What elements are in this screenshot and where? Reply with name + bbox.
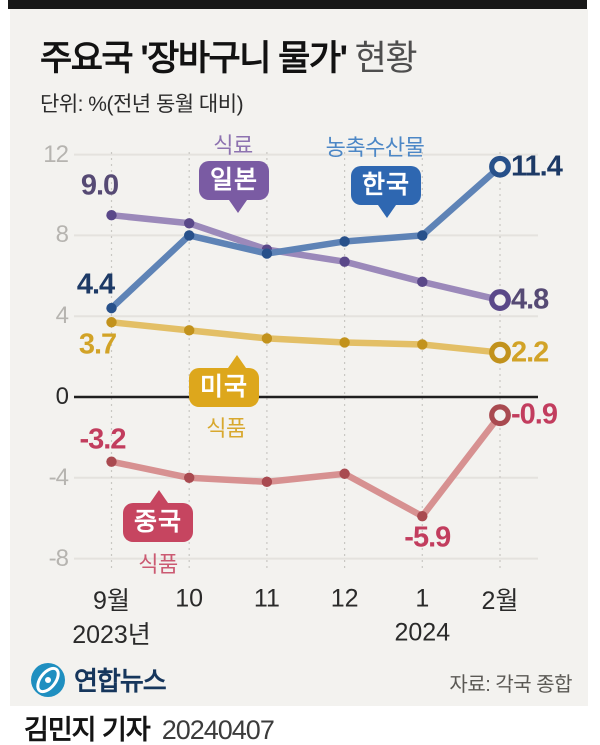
xtick-1: 10 (175, 584, 204, 613)
legend-bubble-korea: 한국 (351, 166, 422, 218)
value-label-start-미국: 3.7 (78, 328, 117, 361)
series-line-일본 (108, 211, 504, 304)
end-marker-한국 (489, 155, 511, 178)
ytick--4: -4 (48, 463, 69, 491)
ytick-12: 12 (43, 140, 69, 168)
data-point-일본-4 (417, 276, 428, 288)
caption-date: 20240407 (161, 715, 275, 745)
photo-caption: 김민지 기자 20240407 (24, 708, 275, 745)
data-point-중국-1 (184, 472, 195, 483)
series-line-중국 (108, 411, 504, 520)
series-line-한국 (108, 163, 504, 312)
legend-bubble-us: 미국 (189, 355, 260, 407)
top-border-strip (8, 0, 587, 9)
value-label-end-한국: 11.4 (511, 150, 563, 183)
chart-unit-note: 단위: %(전년 동월 대비) (40, 93, 244, 116)
legend-bubble-japan: 일본 (199, 161, 270, 213)
data-point-중국-3 (339, 468, 350, 479)
xtick-3: 12 (330, 584, 359, 613)
end-marker-중국 (489, 404, 511, 427)
data-point-미국-0 (106, 317, 117, 328)
data-point-미국-3 (339, 337, 350, 348)
data-source: 자료: 각국 종합 (449, 674, 572, 696)
data-point-한국-3 (339, 236, 350, 247)
series-category-china: 식품 (138, 552, 178, 577)
yonhap-globe-icon (31, 662, 65, 697)
title-suffix: 현황 (346, 39, 418, 78)
xyear-2023년: 2023년 (72, 621, 151, 649)
xtick-4: 1 (415, 584, 430, 613)
data-point-한국-0 (106, 302, 117, 314)
brand-logo: 연합뉴스 (30, 661, 167, 698)
data-point-한국-4 (417, 230, 428, 241)
data-point-미국-2 (261, 333, 273, 344)
series-category-japan: 식료 (213, 133, 253, 158)
page-title: 주요국 '장바구니 물가' 현황 (40, 30, 418, 81)
data-point-일본-1 (184, 218, 195, 229)
legend-bubble-china: 중국 (123, 490, 194, 542)
xtick-0: 9월 (93, 587, 130, 615)
series-line-미국 (108, 319, 504, 356)
xyear-2024: 2024 (394, 618, 451, 647)
series-category-us: 식품 (206, 416, 246, 441)
ytick-0: 0 (55, 383, 69, 410)
data-point-한국-1 (184, 230, 195, 241)
data-point-한국-2 (261, 248, 273, 259)
data-point-미국-1 (184, 325, 195, 336)
data-point-중국-0 (106, 456, 117, 467)
value-label-end-미국: 2.2 (511, 336, 549, 369)
value-label-end-중국: -0.9 (511, 398, 558, 431)
series-category-korea: 농축수산물 (325, 135, 425, 160)
data-point-중국-4 (417, 510, 428, 522)
value-label-start-일본: 9.0 (80, 169, 119, 202)
ytick-4: 4 (55, 302, 69, 330)
data-point-미국-4 (417, 339, 428, 350)
value-label-start-중국: -3.2 (79, 423, 127, 456)
data-point-일본-0 (106, 210, 117, 221)
end-marker-일본 (489, 289, 511, 311)
xtick-2: 11 (253, 584, 280, 613)
ytick-8: 8 (55, 221, 69, 249)
value-label-start-한국: 4.4 (76, 268, 115, 301)
end-marker-미국 (489, 341, 511, 364)
ytick--8: -8 (48, 544, 69, 572)
value-label-end-일본: 4.8 (511, 283, 549, 316)
title-main: 주요국 '장바구니 물가' (40, 39, 348, 78)
data-point-중국-2 (261, 476, 273, 488)
data-point-일본-3 (339, 256, 350, 267)
xtick-5: 2월 (481, 587, 519, 615)
reporter-name: 김민지 기자 (24, 715, 151, 745)
value-label-extra-중국: -5.9 (404, 521, 451, 554)
brand-name: 연합뉴스 (74, 666, 167, 696)
